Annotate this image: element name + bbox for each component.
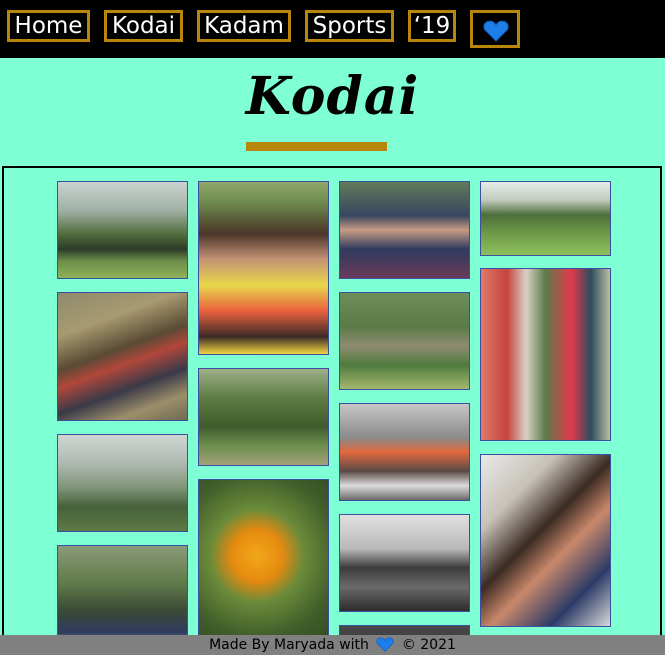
gallery-photo[interactable] [57,545,188,646]
footer-copyright: © 2021 [401,637,456,653]
title-underline [246,142,387,151]
nav-kadam-button[interactable]: Kadam [197,10,291,42]
gallery-photo[interactable] [339,514,470,612]
nav-home-button[interactable]: Home [7,10,90,42]
nav-19-button[interactable]: ‘19 [408,10,456,42]
gallery-photo[interactable] [198,181,329,355]
page-title: Kodai [245,66,420,127]
gallery-photo[interactable] [339,292,470,390]
gallery-photo[interactable] [480,181,611,256]
nav-kodai-button[interactable]: Kodai [104,10,183,42]
gallery-photo[interactable] [339,403,470,501]
footer: Made By Maryada with © 2021 [0,635,665,655]
gallery-photo[interactable] [339,181,470,279]
gallery-photo[interactable] [198,479,329,646]
gallery-photo[interactable] [57,181,188,279]
blue-heart-icon [376,637,394,652]
gallery-photo[interactable] [57,434,188,532]
gallery-photo[interactable] [480,454,611,627]
blue-heart-icon [483,20,509,42]
footer-credit: Made By Maryada with [209,637,369,653]
nav-sports-button[interactable]: Sports [305,10,394,42]
photo-gallery [2,166,662,646]
gallery-photo[interactable] [480,268,611,441]
top-navbar: Home Kodai Kadam Sports ‘19 [0,0,665,58]
nav-heart-button[interactable] [470,10,520,48]
gallery-photo[interactable] [198,368,329,466]
gallery-photo[interactable] [57,292,188,421]
